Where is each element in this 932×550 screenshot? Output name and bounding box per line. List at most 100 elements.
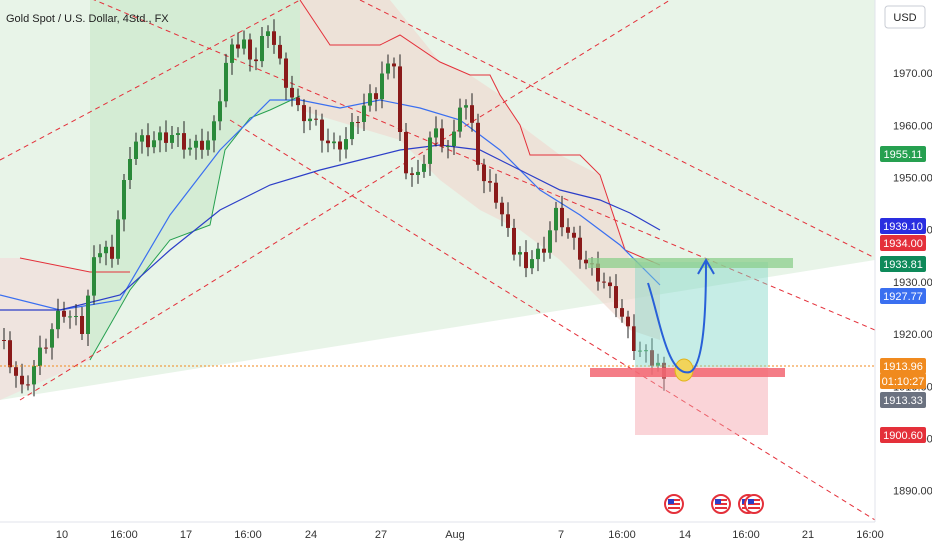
candle-body bbox=[158, 132, 162, 141]
candle-body bbox=[632, 326, 636, 351]
candle-body bbox=[392, 63, 396, 67]
candle-body bbox=[488, 181, 492, 183]
candle-body bbox=[80, 316, 84, 334]
y-tick-label: 1950.00 bbox=[893, 173, 932, 185]
candle-body bbox=[530, 259, 534, 269]
candle-body bbox=[194, 140, 198, 148]
candle-body bbox=[116, 219, 120, 259]
y-tick-label: 1960.00 bbox=[893, 120, 932, 132]
price-badge: 1900.60 bbox=[880, 427, 926, 443]
price-badge-label: 01:10:27 bbox=[882, 376, 925, 388]
candle-body bbox=[332, 141, 336, 144]
price-badge: 1913.33 bbox=[880, 392, 926, 408]
candle-body bbox=[434, 128, 438, 138]
candle-body bbox=[272, 31, 276, 45]
candle-body bbox=[278, 44, 282, 59]
event-flags bbox=[664, 494, 764, 514]
candle-body bbox=[152, 140, 156, 148]
candle-body bbox=[440, 128, 444, 147]
projection-arrow-head bbox=[697, 257, 715, 275]
candle-body bbox=[380, 73, 384, 100]
usd-news-flag-icon[interactable] bbox=[664, 494, 684, 514]
currency-label: USD bbox=[893, 12, 916, 24]
candle-body bbox=[104, 246, 108, 254]
candle-body bbox=[242, 39, 246, 49]
candle-body bbox=[338, 141, 342, 150]
candle-body bbox=[224, 62, 228, 102]
candle-body bbox=[410, 173, 414, 175]
supertrend-line-green bbox=[89, 95, 301, 361]
supertrend-band-green bbox=[90, 0, 300, 360]
candle-body bbox=[188, 147, 192, 150]
x-tick-label: 21 bbox=[802, 529, 814, 541]
candle-body bbox=[386, 63, 390, 74]
price-badge-label: 1913.96 bbox=[883, 361, 923, 373]
x-tick-label: 14 bbox=[679, 529, 691, 541]
price-badge-label: 1933.81 bbox=[883, 259, 923, 271]
y-tick-label: 1890.00 bbox=[893, 486, 932, 498]
candle-body bbox=[596, 263, 600, 282]
candle-body bbox=[236, 44, 240, 49]
usd-news-flag-icon[interactable] bbox=[711, 494, 731, 514]
candle-body bbox=[644, 350, 648, 352]
price-badge: 1939.10 bbox=[880, 218, 926, 234]
candle-body bbox=[74, 316, 78, 317]
currency-box[interactable] bbox=[884, 5, 926, 29]
trade-setup bbox=[588, 257, 793, 435]
candle-body bbox=[14, 367, 18, 376]
channel-line-lower-desc bbox=[229, 119, 875, 521]
candle-body bbox=[476, 122, 480, 165]
candle-body bbox=[128, 159, 132, 180]
candle-body bbox=[50, 329, 54, 348]
price-badge-label: 1955.11 bbox=[884, 149, 923, 161]
candle-body bbox=[212, 121, 216, 141]
supertrend-line-red bbox=[299, 0, 661, 266]
candle-body bbox=[20, 375, 24, 385]
candle-body bbox=[296, 97, 300, 106]
candle-body bbox=[308, 118, 312, 122]
price-badge: 1913.96 bbox=[880, 358, 926, 374]
candle-body bbox=[578, 237, 582, 260]
x-tick-label: 16:00 bbox=[110, 529, 138, 541]
candle-body bbox=[518, 252, 522, 255]
candle-body bbox=[164, 132, 168, 143]
x-tick-label: Aug bbox=[445, 529, 465, 541]
candle-body bbox=[614, 286, 618, 309]
candle-body bbox=[464, 105, 468, 108]
candle-body bbox=[572, 232, 576, 238]
candle-body bbox=[260, 36, 264, 62]
usd-news-flag-icon[interactable] bbox=[744, 494, 764, 514]
stop-zone bbox=[635, 367, 768, 435]
candle-body bbox=[494, 182, 498, 203]
y-tick-label: 1930.00 bbox=[893, 277, 932, 289]
x-tick-label: 16:00 bbox=[234, 529, 262, 541]
candle-body bbox=[638, 350, 642, 352]
candle-body bbox=[650, 350, 654, 366]
candle-body bbox=[26, 384, 30, 386]
x-tick-label: 17 bbox=[180, 529, 192, 541]
candle-body bbox=[182, 133, 186, 150]
candle-body bbox=[398, 66, 402, 132]
price-axis: 1890.001900.001910.001920.001930.001940.… bbox=[874, 0, 932, 550]
candle-body bbox=[482, 164, 486, 182]
candle-body bbox=[122, 180, 126, 220]
price-badge: 1927.77 bbox=[880, 288, 926, 304]
candle-body bbox=[110, 246, 114, 259]
x-tick-label: 16:00 bbox=[856, 529, 884, 541]
candle-body bbox=[422, 163, 426, 172]
channel-line-rising-2 bbox=[19, 0, 671, 401]
candle-body bbox=[140, 135, 144, 142]
candle-body bbox=[38, 347, 42, 366]
candle-body bbox=[2, 340, 6, 341]
candle-body bbox=[134, 141, 138, 159]
moving-averages bbox=[0, 99, 661, 311]
price-badge: 1955.11 bbox=[880, 146, 926, 162]
candle-body bbox=[248, 39, 252, 60]
projection-arrow-path bbox=[647, 261, 707, 374]
candle-body bbox=[566, 227, 570, 233]
candle-body bbox=[68, 316, 72, 318]
candle-body bbox=[314, 118, 318, 120]
target-zone bbox=[635, 262, 768, 367]
price-badge-label: 1900.60 bbox=[883, 430, 923, 442]
candle-body bbox=[230, 44, 234, 63]
